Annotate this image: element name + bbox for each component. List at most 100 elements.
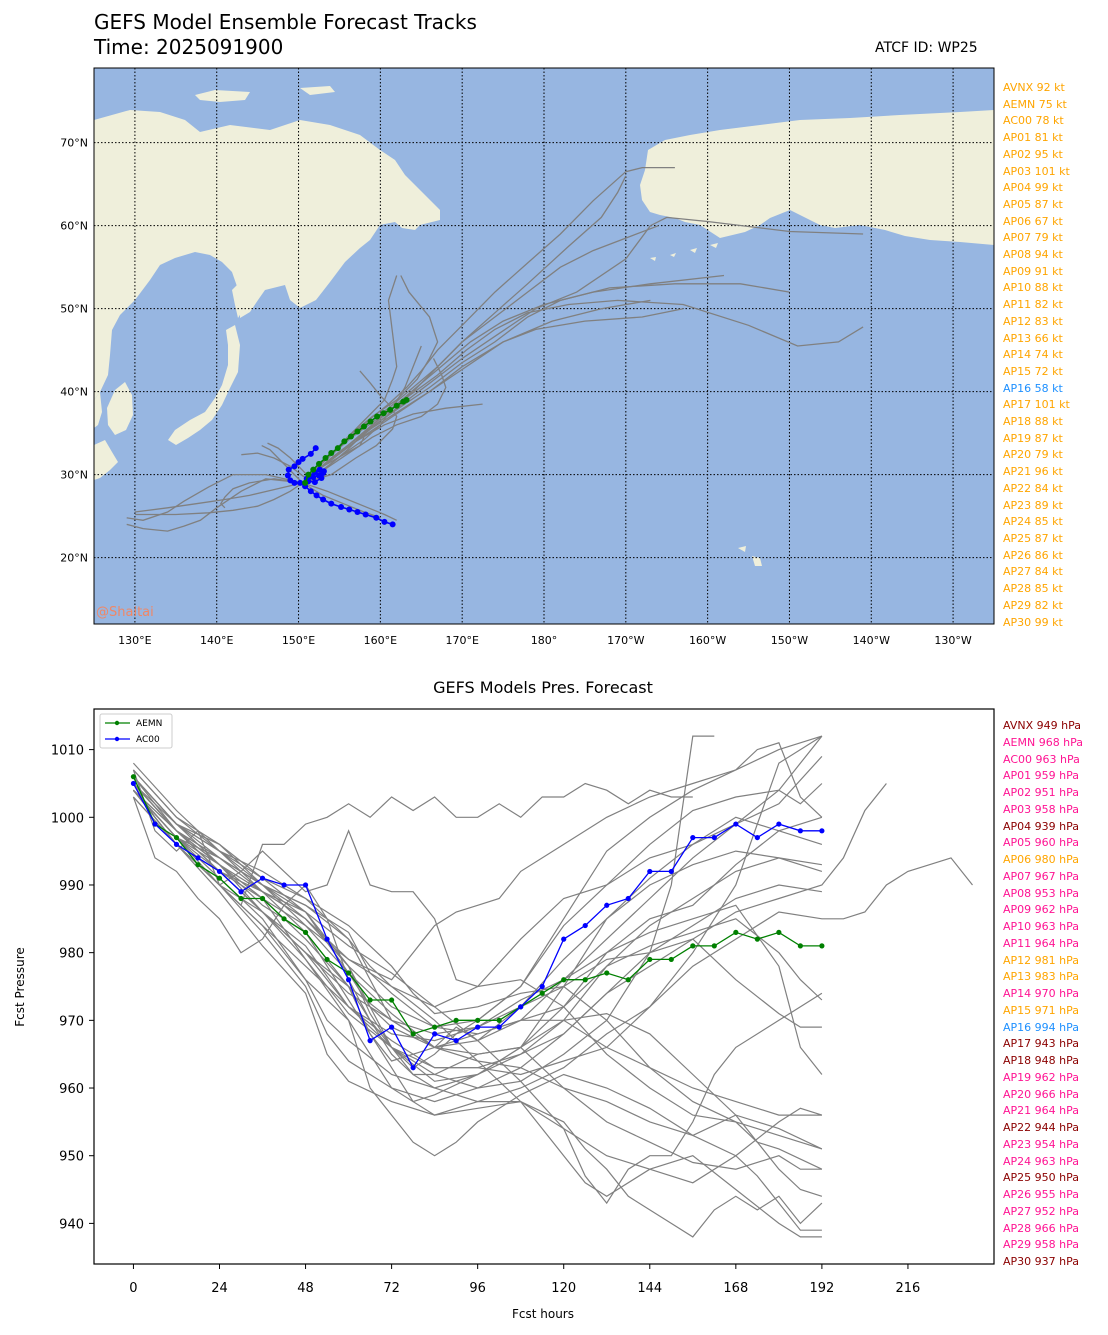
pressure-point [690,943,696,949]
pressure-point [453,1038,459,1044]
wind-legend-entry: AP21 96 kt [1003,465,1063,479]
pressure-point [668,868,674,875]
lon-tick-label: 150°E [282,634,315,647]
track-map: 130°E 140°E 150°E 160°E 170°E 180° 170°W 160°W 1… [60,67,995,647]
pressure-point [324,956,330,963]
track-point [320,496,327,503]
chart-title: GEFS Model Ensemble Forecast Tracks [94,10,477,34]
pressure-point [367,1038,373,1044]
land-alaska [640,110,994,245]
pressure-legend-entry: AP29 958 hPa [1003,1238,1079,1252]
pressure-legend-entry: AP16 994 hPa [1003,1020,1079,1034]
ensemble-pressure-line [132,783,823,1075]
pressure-point [238,895,244,902]
ensemble-pressure-line [132,735,823,1116]
lon-tick-label: 170°E [445,634,478,647]
track-point [297,479,304,486]
pressure-point [432,1031,438,1037]
pressure-point [625,977,631,983]
track-point [362,511,369,518]
pressure-point [733,929,739,935]
ensemble-track [134,482,303,513]
pressure-chart: GEFS Models Pres. Forecast 0 24 48 72 96 120 1… [13,678,995,1321]
pressure-point [690,834,696,841]
pressure-point [195,862,201,868]
wind-legend-entry: AP10 88 kt [1003,281,1063,295]
ensemble-pressure-line [132,742,823,981]
pressure-point [496,1024,502,1030]
lat-tick-label: 50°N [60,303,88,316]
lat-tick-label: 40°N [60,386,88,399]
pressure-legend-entry: AP20 966 hPa [1003,1087,1079,1101]
track-point [312,445,319,452]
x-tick-label: 168 [723,1281,748,1296]
pressure-point [797,828,803,834]
wind-legend: AVNX 92 kt AEMN 75 kt AC00 78 kt AP01 81 kt… [1003,80,1070,631]
pressure-point [324,936,330,942]
pressure-legend-entry: AP30 937 hPa [1003,1255,1079,1268]
legend-ac00-label: AC00 [136,735,160,745]
land-aleutians [650,243,718,261]
pressure-point [711,834,717,841]
pressure-legend-entry: AP23 954 hPa [1003,1137,1079,1151]
pressure-point [754,834,760,841]
wind-legend-entry: AP29 82 kt [1003,598,1063,612]
lon-tick-label: 130°E [118,634,151,647]
pressure-point [173,841,180,847]
x-tick-label: 0 [129,1281,137,1296]
pressure-point [281,916,287,922]
x-tick-label: 24 [211,1281,228,1296]
pressure-point [604,970,610,976]
pressure-point [302,882,309,888]
plot-frame [93,708,995,1265]
pressure-legend-entry: AP27 952 hPa [1003,1204,1079,1218]
pressure-point [561,936,567,942]
ensemble-pressure-line [132,789,823,1197]
pressure-legend-entry: AP09 962 hPa [1003,903,1079,917]
track-point [354,508,361,515]
legend-aemn-marker [114,720,120,726]
ensemble-pressure-line [132,776,823,1055]
ensemble-pressure-line [132,783,823,1184]
pressure-point [259,875,266,881]
wind-legend-entry: AP15 72 kt [1003,364,1063,378]
wind-legend-entry: AP11 82 kt [1003,298,1063,312]
track-point [338,503,345,510]
y-tick-label: 1000 [51,811,84,826]
pressure-point [819,943,825,949]
x-tick-label: 216 [896,1281,921,1296]
ensemble-pressure-line [132,783,887,1103]
wind-legend-entry: AP05 87 kt [1003,197,1063,211]
pressure-legend-entry: AP05 960 hPa [1003,836,1079,850]
pressure-point [475,1024,481,1030]
wind-legend-entry: AP06 67 kt [1003,214,1063,228]
track-point [295,459,302,466]
pressure-legend-entry: AP28 966 hPa [1003,1221,1079,1235]
wind-legend-entry: AP13 66 kt [1003,331,1063,345]
pressure-legend-entry: AP10 963 hPa [1003,920,1079,933]
pressure-point [259,895,266,902]
y-axis-label: Fcst Pressure [13,947,27,1027]
land-asia [94,110,440,400]
ensemble-pressure-line [132,783,823,1170]
x-axis-label: Fcst hours [512,1307,574,1321]
ensemble-track [302,482,381,519]
land-arctic-islands [195,86,335,102]
wind-legend-entry: AEMN 75 kt [1003,97,1067,111]
pressure-point [539,983,545,990]
x-tick-label: 144 [637,1281,662,1296]
pressure-legend-entry: AP22 944 hPa [1003,1121,1079,1134]
ensemble-track [302,216,864,484]
legend-ac00-marker [114,736,120,742]
ensemble-pressure-line [132,776,822,1082]
track-point [367,418,374,425]
track-point [316,460,322,467]
x-tick-label: 96 [469,1281,486,1296]
pressure-legend-entry: AP07 967 hPa [1003,869,1079,883]
lon-tick-label: 180° [531,634,558,647]
land-korea [107,382,133,435]
pressure-legend-entry: AP25 950 hPa [1003,1171,1079,1185]
track-point [341,438,348,445]
lon-tick-label: 160°E [364,634,397,647]
pressure-point [410,1065,416,1071]
